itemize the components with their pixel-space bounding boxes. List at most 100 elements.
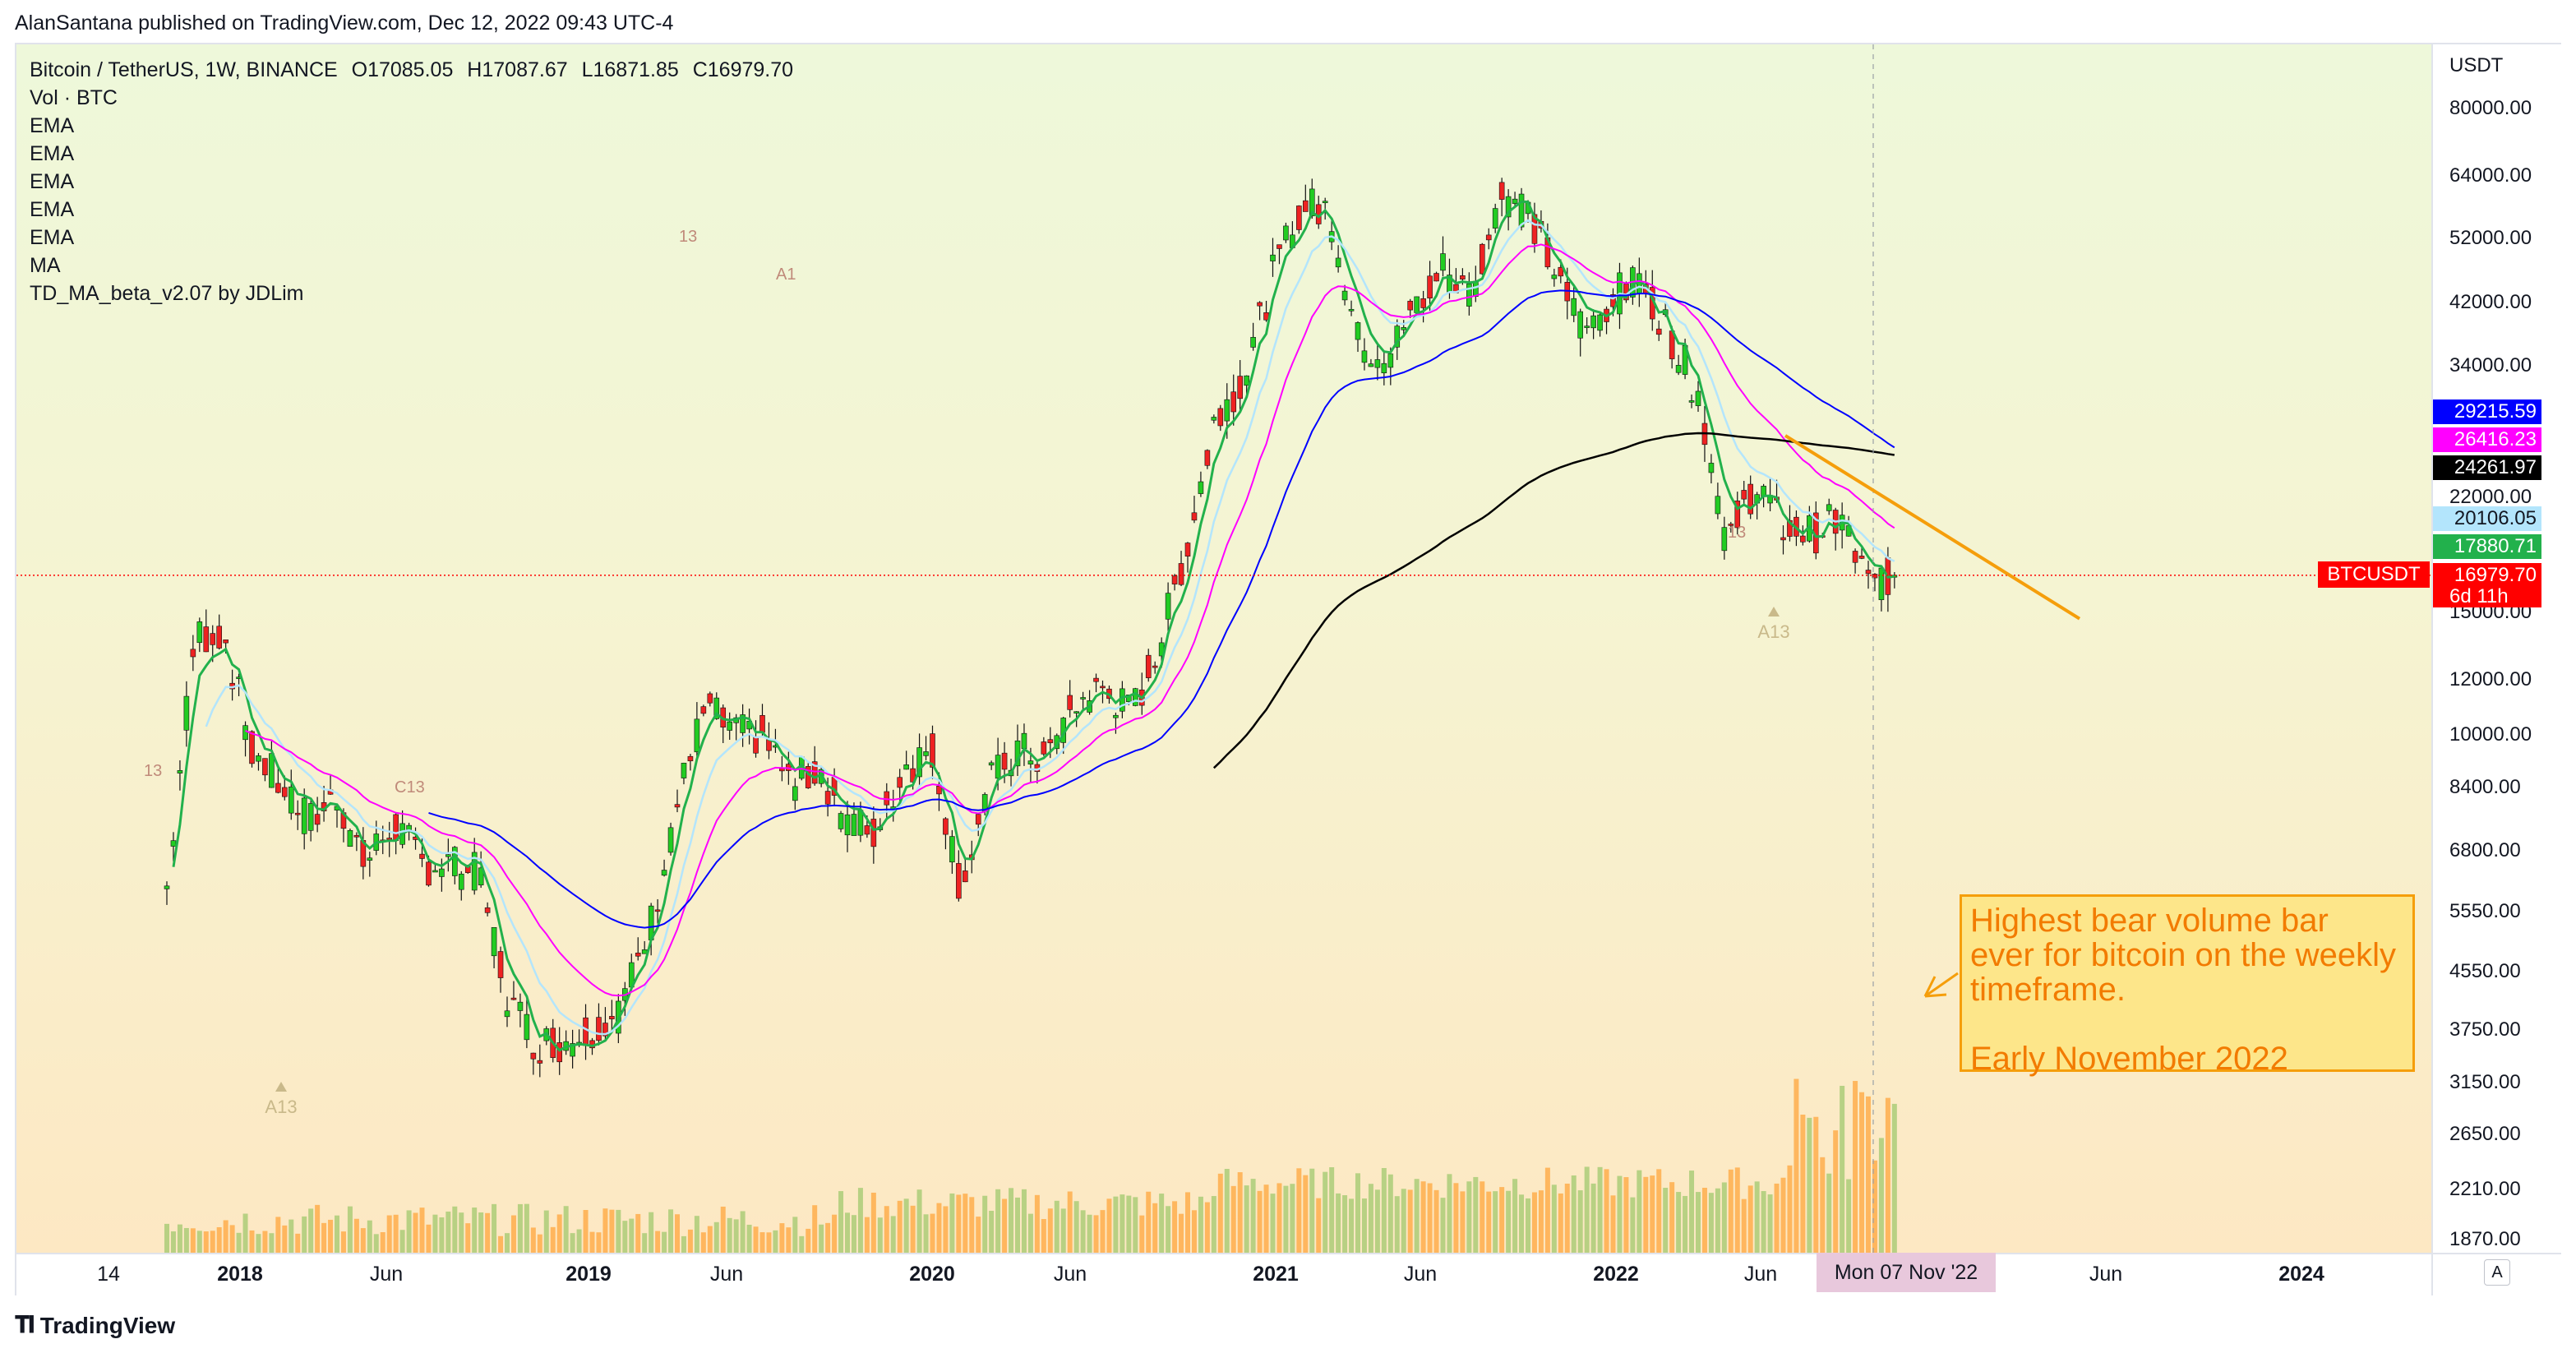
annotation-arrow (1923, 972, 1959, 998)
volume-bar (210, 1231, 215, 1253)
candle-body (759, 715, 765, 733)
volume-bar (642, 1233, 648, 1253)
candle-body (1387, 353, 1394, 368)
annotation-note[interactable]: Highest bear volume bar ever for bitcoin… (1960, 894, 2415, 1076)
legend-high: H17087.67 (467, 58, 568, 81)
candle-body (700, 706, 707, 714)
legend-indicator[interactable]: EMA (30, 226, 75, 249)
volume-bar (1708, 1193, 1714, 1253)
candle-body (307, 803, 314, 831)
legend-indicator[interactable]: EMA (30, 114, 75, 137)
volume-bar (616, 1209, 621, 1253)
candle-body (870, 819, 877, 847)
price-tag: 16979.70 (2433, 563, 2541, 588)
volume-bar (753, 1226, 759, 1253)
candle-body (393, 814, 399, 841)
volume-bar (419, 1208, 425, 1253)
volume-bar (1152, 1203, 1158, 1253)
volume-bar (1787, 1165, 1793, 1253)
legend-symbol-line[interactable]: Bitcoin / TetherUS, 1W, BINANCE O17085.0… (30, 56, 793, 84)
candle-body (570, 1043, 575, 1057)
volume-bar (563, 1206, 569, 1253)
price-scale[interactable] (2431, 44, 2561, 1253)
legend-indicator[interactable]: TD_MA_beta_v2.07 by JDLim (30, 282, 304, 305)
legend-indicator[interactable]: EMA (30, 142, 75, 165)
candle-body (1577, 311, 1583, 339)
volume-bar (773, 1230, 778, 1253)
candle-body (196, 621, 203, 644)
volume-bar (485, 1212, 491, 1253)
volume-bar (877, 1217, 883, 1253)
footer-brand[interactable]: 𝐓𝐈 TradingView (15, 1312, 175, 1339)
volume-bar (1087, 1214, 1092, 1253)
candle-body (943, 818, 949, 835)
price-tick-label: 10000.00 (2449, 723, 2532, 746)
candle-body (1171, 575, 1178, 584)
candle-body (256, 755, 261, 762)
candle-body (1276, 244, 1282, 249)
candle-body (1655, 328, 1662, 335)
candle-body (1381, 362, 1387, 374)
volume-bar (1506, 1190, 1512, 1253)
candle-body (537, 1060, 543, 1064)
candle-body (713, 697, 720, 719)
candle-body (275, 783, 281, 793)
candle-body (1747, 483, 1753, 515)
volume-bar (1283, 1185, 1289, 1253)
td-triangle-icon (275, 1082, 287, 1092)
candle-body (916, 747, 922, 778)
volume-bar (1807, 1117, 1812, 1253)
candle-body (779, 768, 785, 772)
candle-body (851, 814, 857, 836)
candle-body (1433, 273, 1439, 282)
candle-body (367, 857, 373, 861)
volume-bar (406, 1210, 412, 1253)
candle-body (1211, 417, 1217, 421)
tradingview-logo-icon: 𝐓𝐈 (15, 1312, 35, 1337)
volume-bar (583, 1210, 589, 1253)
volume-bar (183, 1227, 189, 1253)
volume-bar (1480, 1181, 1485, 1253)
volume-bar (1747, 1185, 1753, 1253)
candle-body (1800, 535, 1806, 543)
volume-bar (995, 1189, 1001, 1253)
time-scale[interactable] (16, 1253, 2431, 1295)
volume-bar (982, 1195, 988, 1253)
volume-bar (1840, 1085, 1845, 1253)
candle-body (1479, 243, 1485, 275)
auto-scale-button[interactable]: A (2484, 1259, 2510, 1286)
volume-bar (1250, 1179, 1256, 1253)
volume-bar (884, 1206, 889, 1253)
volume-bar (1034, 1194, 1040, 1253)
td-ma-line (172, 200, 1895, 1052)
volume-bar (373, 1234, 379, 1253)
volume-bar (1544, 1167, 1550, 1253)
volume-bar (890, 1216, 896, 1253)
legend-indicator[interactable]: EMA (30, 198, 75, 221)
legend-indicator[interactable]: MA (30, 254, 61, 277)
candle-body (497, 951, 504, 978)
candle-body (164, 885, 170, 889)
legend-indicator[interactable]: EMA (30, 170, 75, 193)
candle-body (963, 870, 968, 883)
candle-body (478, 867, 484, 886)
candle-body (1826, 504, 1832, 511)
volume-bar (969, 1197, 975, 1253)
volume-bar (380, 1232, 385, 1253)
volume-bar (1774, 1183, 1780, 1253)
volume-bar (838, 1191, 844, 1253)
legend-indicator[interactable]: Vol · BTC (30, 86, 118, 109)
chart-legend: Bitcoin / TetherUS, 1W, BINANCE O17085.0… (30, 56, 793, 307)
volume-bar (1637, 1170, 1642, 1253)
volume-bar (1263, 1184, 1269, 1253)
volume-bar (1361, 1198, 1367, 1253)
candle-body (1466, 284, 1472, 307)
volume-bar (1433, 1189, 1439, 1253)
candle-body (1303, 200, 1309, 212)
volume-bar (746, 1224, 752, 1253)
legend-symbol: Bitcoin / TetherUS, 1W, BINANCE (30, 58, 338, 81)
volume-bar (1309, 1168, 1315, 1253)
volume-bar (930, 1213, 935, 1253)
volume-bar (1473, 1176, 1479, 1253)
price-tick-label: 22000.00 (2449, 485, 2532, 508)
